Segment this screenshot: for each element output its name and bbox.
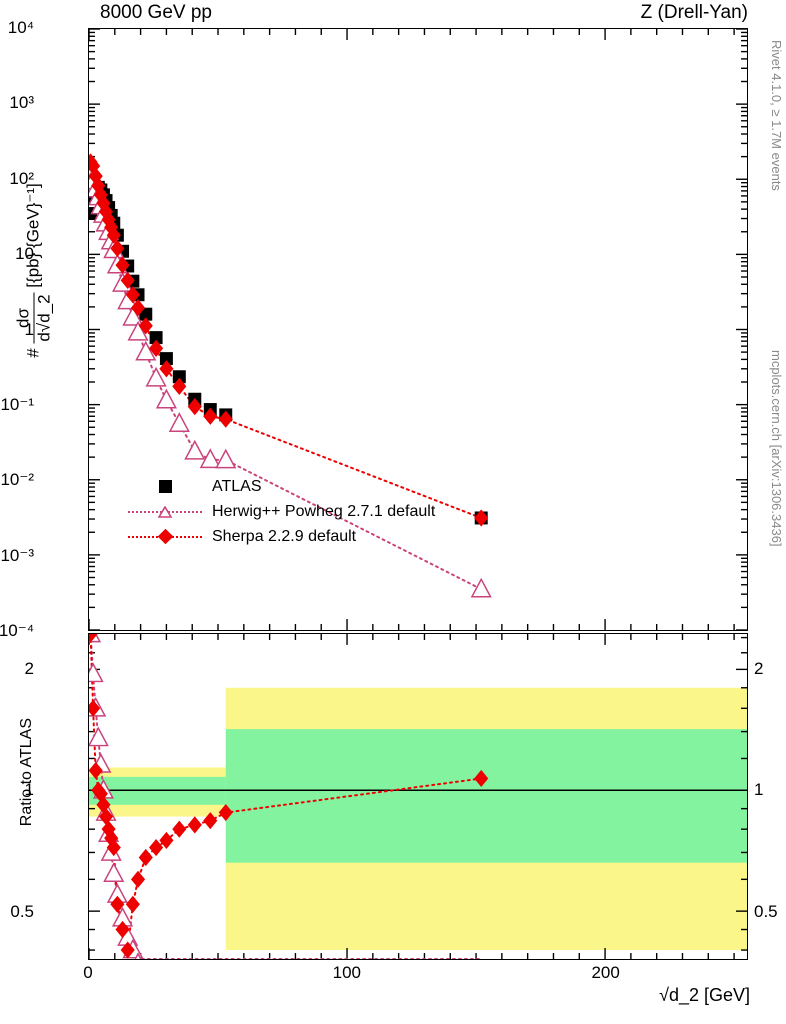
legend-item-herwig[interactable]: Herwig++ Powheg 2.7.1 default (128, 499, 435, 524)
legend-key-sherpa (128, 528, 202, 546)
y-tick-label: 10⁴ (7, 18, 34, 37)
x-tick-label: 0 (83, 963, 93, 982)
legend-label-atlas: ATLAS (212, 477, 262, 495)
x-axis-title: √d_2 [GeV] (659, 985, 750, 1005)
y-axis-fraction: dσ d√d_2 (13, 292, 55, 344)
ratio-axis-title: Ratio to ATLAS (18, 718, 35, 827)
mcplots-source-label: mcplots.cern.ch [arXiv:1306.3436] (769, 350, 784, 547)
ratio-tick-label-left: 0.5 (10, 901, 34, 921)
x-tick-label: 200 (591, 963, 620, 982)
y-tick-label: 10³ (9, 93, 34, 113)
ratio-tick-label-left: 2 (24, 658, 34, 678)
ratio-tick-label-right: 1 (754, 780, 764, 800)
y-tick-label: 10 (15, 244, 34, 264)
y-axis-denominator: d√d_2 (34, 294, 54, 342)
y-tick-label: 10⁻⁴ (0, 621, 34, 640)
y-tick-label: 10⁻³ (0, 545, 34, 565)
legend-item-atlas[interactable]: ATLAS (128, 474, 435, 499)
y-axis-hash: # (23, 348, 43, 358)
header-beam-info: 8000 GeV pp (100, 2, 212, 23)
legend-label-herwig: Herwig++ Powheg 2.7.1 default (212, 502, 436, 520)
y-tick-label: 10⁻¹ (0, 394, 34, 414)
legend-key-atlas (128, 478, 202, 496)
y-axis-unit: [{pb} {GeV}⁻¹] (23, 183, 43, 288)
y-tick-label: 1 (24, 319, 34, 339)
y-tick-label: 10⁻² (0, 470, 34, 490)
main-plot-panel (88, 28, 748, 631)
diamond-marker-icon (157, 528, 173, 545)
ratio-tick-label-right: 2 (754, 658, 764, 678)
ratio-tick-label-left: 1 (24, 780, 34, 800)
header-process: Z (Drell-Yan) (640, 2, 748, 23)
x-tick-label: 100 (332, 963, 361, 982)
main-plot-canvas (89, 29, 747, 630)
legend-key-herwig (128, 503, 202, 521)
ratio-plot-panel (88, 633, 748, 960)
ratio-tick-label-right: 0.5 (754, 901, 778, 921)
ratio-plot-canvas (89, 634, 747, 959)
legend-label-sherpa: Sherpa 2.2.9 default (212, 527, 357, 545)
square-marker-icon (158, 480, 172, 493)
legend: ATLAS Herwig++ Powheg 2.7.1 default Sher… (128, 474, 435, 549)
y-tick-label: 10² (9, 168, 34, 188)
rivet-version-label: Rivet 4.1.0, ≥ 1.7M events (769, 40, 784, 191)
legend-item-sherpa[interactable]: Sherpa 2.2.9 default (128, 524, 435, 549)
triangle-marker-icon (158, 505, 172, 518)
